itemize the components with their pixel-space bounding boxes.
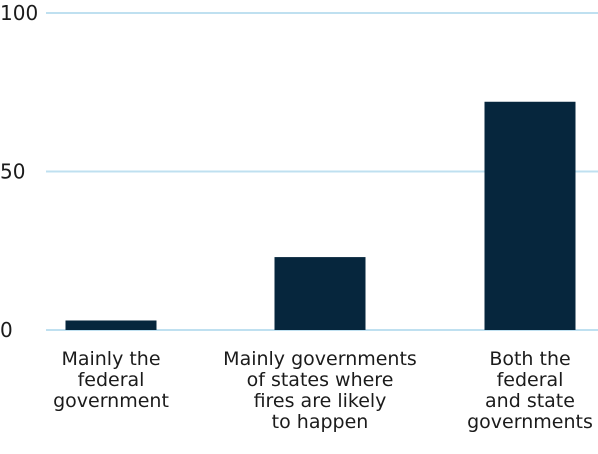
- y-axis-ticks: 0 50 100: [0, 1, 38, 342]
- x-category-label-line: of states where: [247, 369, 394, 391]
- x-category-label: Mainly the federal government: [53, 348, 169, 412]
- bar: [65, 320, 157, 330]
- bar: [274, 257, 366, 330]
- x-category-label: Both the federal and state governments: [467, 348, 593, 433]
- bars: [65, 101, 576, 330]
- x-category-label-line: and state: [485, 390, 575, 412]
- x-category-label-line: federal: [78, 369, 145, 391]
- x-category-label: Mainly governments of states where fires a…: [223, 348, 417, 433]
- y-tick-label: 50: [0, 160, 25, 184]
- x-category-label-line: government: [53, 390, 169, 412]
- x-category-label-line: Mainly the: [61, 348, 160, 370]
- y-tick-label: 100: [0, 1, 38, 25]
- y-tick-label: 0: [0, 318, 13, 342]
- x-category-label-line: federal: [497, 369, 564, 391]
- x-category-label-line: fires are likely: [254, 390, 387, 412]
- x-category-label-line: governments: [467, 411, 593, 433]
- x-category-label-line: Mainly governments: [223, 348, 417, 370]
- x-category-label-line: to happen: [272, 411, 369, 433]
- bar: [484, 101, 576, 330]
- x-category-label-line: Both the: [489, 348, 570, 370]
